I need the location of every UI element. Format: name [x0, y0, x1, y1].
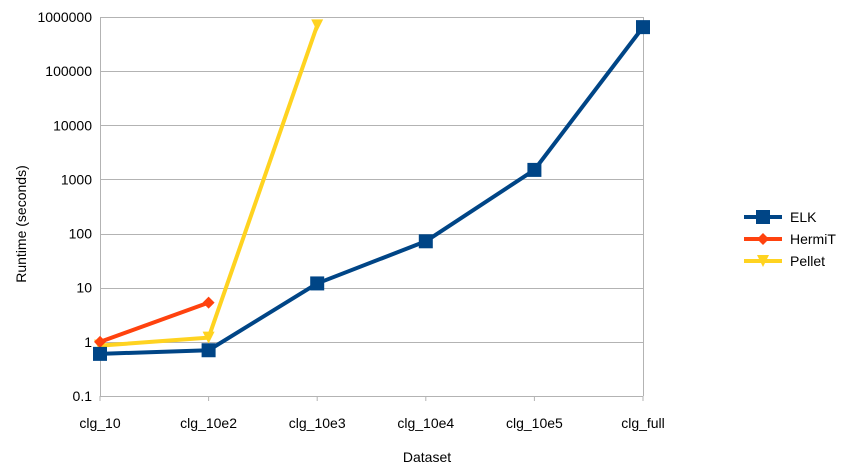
- y-tick-label: 100: [69, 226, 93, 242]
- y-tick-label: 100000: [45, 63, 92, 79]
- y-tick-labels: 0.1 1 10 100 1000 10000 100000 1000000: [37, 9, 92, 404]
- x-tick-label: clg_10e3: [289, 415, 346, 431]
- x-tick-label: clg_10e4: [397, 415, 454, 431]
- x-tick-label: clg_full: [621, 415, 665, 431]
- legend-label: HermiT: [790, 231, 836, 247]
- x-tick-label: clg_10e5: [506, 415, 563, 431]
- grid-lines: [99, 17, 644, 401]
- data-point-square: [93, 346, 107, 361]
- data-point-square: [201, 343, 216, 358]
- data-point-square: [527, 162, 542, 177]
- data-point-square: [636, 20, 650, 35]
- legend-item-hermit: HermiT: [744, 231, 836, 247]
- data-point-triangle: [311, 19, 324, 32]
- series-elk: [93, 20, 650, 361]
- data-point-square: [310, 276, 325, 291]
- y-tick-label: 10: [76, 280, 92, 296]
- y-tick-label: 10000: [53, 117, 92, 133]
- legend-label: ELK: [790, 209, 817, 225]
- data-point-triangle: [202, 331, 215, 344]
- legend-label: Pellet: [790, 253, 825, 269]
- data-point-diamond: [757, 233, 769, 245]
- x-tick-labels: clg_10 clg_10e2 clg_10e3 clg_10e4 clg_10e5 cl…: [79, 415, 664, 431]
- y-tick-label: 1000000: [37, 9, 92, 25]
- y-tick-label: 0.1: [73, 388, 93, 404]
- x-tick-label: clg_10: [79, 415, 120, 431]
- y-tick-label: 1000: [61, 171, 92, 187]
- legend-item-elk: ELK: [744, 209, 817, 225]
- series-line-elk: [99, 25, 645, 356]
- data-point-triangle: [757, 255, 769, 267]
- data-point-diamond: [202, 296, 215, 309]
- data-point-diamond: [94, 335, 106, 348]
- y-tick-label: 1: [84, 334, 92, 350]
- series-hermit: [94, 296, 215, 348]
- series-layer: [93, 19, 650, 361]
- data-point-square: [418, 234, 433, 249]
- x-axis-title: Dataset: [403, 449, 451, 465]
- x-tick-label: clg_10e2: [180, 415, 237, 431]
- y-axis-title: Runtime (seconds): [13, 165, 29, 283]
- series-line-hermit: [99, 300, 210, 344]
- legend: ELK HermiT Pellet: [744, 209, 836, 269]
- legend-item-pellet: Pellet: [744, 253, 825, 269]
- data-point-square: [756, 210, 770, 224]
